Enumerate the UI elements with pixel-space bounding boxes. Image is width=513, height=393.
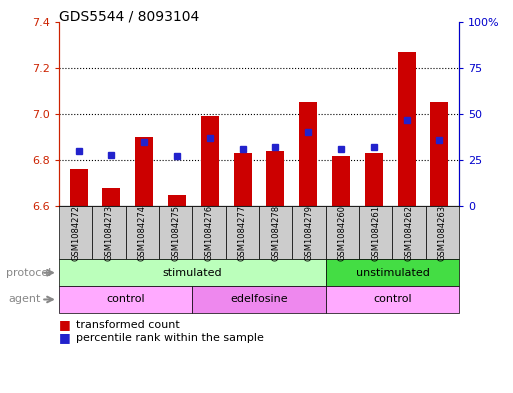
Bar xyxy=(365,153,383,206)
Text: GSM1084263: GSM1084263 xyxy=(438,205,447,261)
Text: transformed count: transformed count xyxy=(76,320,180,330)
Text: GSM1084278: GSM1084278 xyxy=(271,205,280,261)
Text: GSM1084272: GSM1084272 xyxy=(71,205,80,261)
Text: protocol: protocol xyxy=(6,268,51,278)
Text: GSM1084276: GSM1084276 xyxy=(205,205,213,261)
Text: control: control xyxy=(373,294,412,305)
Bar xyxy=(168,195,186,206)
Bar xyxy=(430,103,448,206)
Text: unstimulated: unstimulated xyxy=(356,268,429,278)
Text: GDS5544 / 8093104: GDS5544 / 8093104 xyxy=(59,10,199,24)
Text: edelfosine: edelfosine xyxy=(230,294,288,305)
Text: GSM1084274: GSM1084274 xyxy=(138,205,147,261)
Text: ■: ■ xyxy=(59,331,71,344)
Bar xyxy=(398,51,416,206)
Text: control: control xyxy=(106,294,145,305)
Text: ■: ■ xyxy=(59,318,71,331)
Text: GSM1084279: GSM1084279 xyxy=(305,205,313,261)
Text: percentile rank within the sample: percentile rank within the sample xyxy=(76,332,264,343)
Text: GSM1084260: GSM1084260 xyxy=(338,205,347,261)
Text: stimulated: stimulated xyxy=(163,268,222,278)
Text: GSM1084277: GSM1084277 xyxy=(238,205,247,261)
Bar xyxy=(299,103,317,206)
Text: agent: agent xyxy=(8,294,41,305)
Bar xyxy=(70,169,88,206)
Bar xyxy=(266,151,285,206)
Text: GSM1084261: GSM1084261 xyxy=(371,205,380,261)
Bar xyxy=(332,156,350,206)
Text: GSM1084275: GSM1084275 xyxy=(171,205,180,261)
Bar xyxy=(233,153,252,206)
Bar xyxy=(103,188,121,206)
Text: GSM1084273: GSM1084273 xyxy=(105,205,113,261)
Bar xyxy=(135,137,153,206)
Text: GSM1084262: GSM1084262 xyxy=(405,205,413,261)
Bar xyxy=(201,116,219,206)
